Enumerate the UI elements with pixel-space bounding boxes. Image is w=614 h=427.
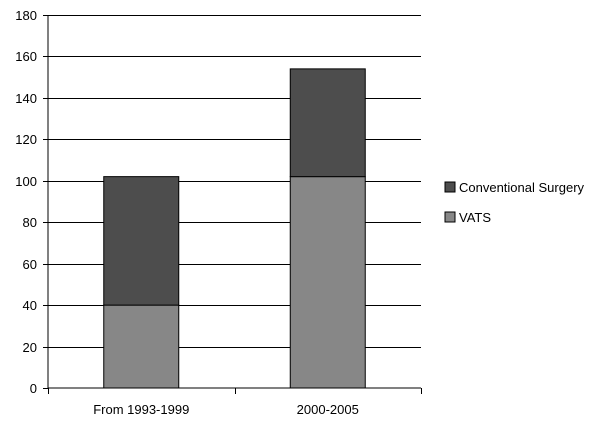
bar-segment-conventional-surgery xyxy=(289,68,366,178)
y-tick-label: 20 xyxy=(23,340,37,355)
y-tick-label: 180 xyxy=(15,8,37,23)
y-tick-label: 0 xyxy=(30,381,37,396)
y-tick-label: 100 xyxy=(15,174,37,189)
legend-label: VATS xyxy=(459,210,491,225)
bar-segment-vats xyxy=(289,176,366,389)
legend-swatch xyxy=(444,211,456,223)
x-tick-label: 2000-2005 xyxy=(297,402,359,417)
legend-label: Conventional Surgery xyxy=(459,180,585,195)
legend-swatch xyxy=(444,181,456,193)
y-tick-label: 120 xyxy=(15,132,37,147)
bar-segment-conventional-surgery xyxy=(103,176,180,306)
x-axis-ticks: From 1993-1999 2000-2005 xyxy=(48,388,422,417)
y-tick-label: 160 xyxy=(15,49,37,64)
bar-segment-vats xyxy=(103,304,180,389)
axes xyxy=(47,15,421,389)
y-tick-label: 40 xyxy=(23,298,37,313)
y-tick-label: 80 xyxy=(23,215,37,230)
y-axis-ticks: 0 20 40 60 80 100 120 140 160 180 xyxy=(15,8,48,396)
bars xyxy=(103,68,366,389)
y-tick-label: 60 xyxy=(23,257,37,272)
x-tick-label: From 1993-1999 xyxy=(93,402,189,417)
legend: Conventional Surgery VATS xyxy=(444,180,585,225)
y-tick-label: 140 xyxy=(15,91,37,106)
